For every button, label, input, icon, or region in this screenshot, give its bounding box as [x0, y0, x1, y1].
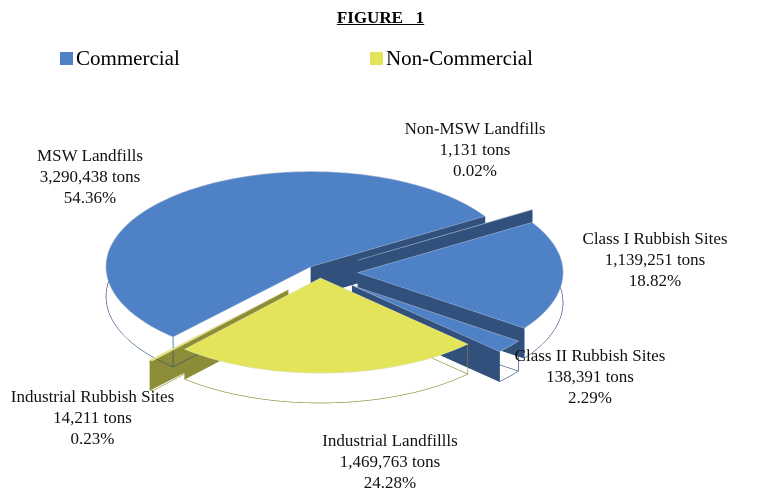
slice-label: Industrial Landfillls 1,469,763 tons 24.28…	[285, 430, 495, 493]
slice-name: Class II Rubbish Sites	[514, 346, 666, 365]
slice-name: Industrial Rubbish Sites	[10, 387, 175, 406]
legend-item: Commercial	[60, 46, 180, 71]
legend-label: Non-Commercial	[386, 46, 533, 70]
slice-name: Class I Rubbish Sites	[582, 229, 728, 248]
slice-tons: 14,211 tons	[53, 408, 132, 427]
slice-percent: 18.82%	[628, 271, 682, 290]
slice-tons: 3,290,438 tons	[39, 167, 141, 186]
slice-percent: 54.36%	[63, 188, 117, 207]
slice-tons: 1,131 tons	[439, 140, 511, 159]
slice-percent: 0.23%	[70, 429, 115, 448]
slice-tons: 1,469,763 tons	[339, 452, 441, 471]
slice	[105, 171, 486, 338]
slice-name: Non-MSW Landfills	[404, 119, 546, 138]
slice-percent: 2.29%	[568, 388, 612, 407]
slice	[352, 285, 520, 352]
slice	[356, 222, 564, 329]
slice-label: MSW Landfills 3,290,438 tons 54.36%	[5, 145, 175, 208]
slice-label: Non-MSW Landfills 1,131 tons 0.02%	[385, 118, 565, 181]
legend-label: Commercial	[76, 46, 180, 70]
slice-label: Industrial Rubbish Sites 14,211 tons 0.23%	[0, 386, 185, 449]
slice-percent: 24.28%	[363, 473, 417, 492]
slice-tons: 1,139,251 tons	[604, 250, 706, 269]
legend-swatch	[370, 52, 383, 65]
slice-percent: 0.02%	[453, 161, 497, 180]
slice-name: Industrial Landfillls	[322, 431, 458, 450]
legend-swatch	[60, 52, 73, 65]
chart-title: FIGURE 1	[336, 8, 425, 27]
legend-item: Non-Commercial	[370, 46, 533, 71]
slice	[149, 289, 289, 362]
slice	[358, 209, 533, 261]
slice-tons: 138,391 tons	[546, 367, 634, 386]
slice-label: Class II Rubbish Sites 138,391 tons 2.29%	[505, 345, 675, 408]
slice	[183, 277, 469, 374]
slice-label: Class I Rubbish Sites 1,139,251 tons 18.82…	[550, 228, 760, 291]
slice-name: MSW Landfills	[37, 146, 143, 165]
